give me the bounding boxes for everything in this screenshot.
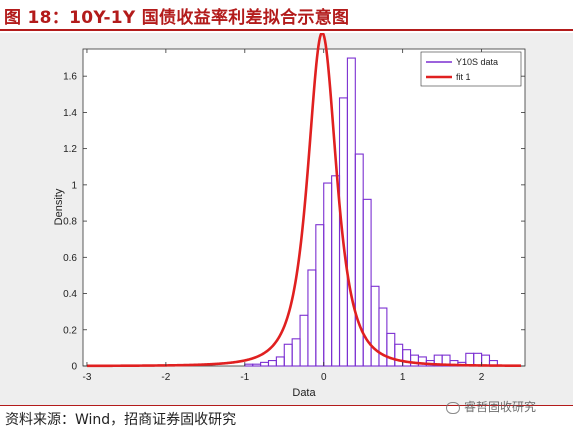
watermark-label: 睿哲固收研究: [464, 400, 537, 414]
wechat-icon: [446, 401, 460, 414]
histogram-bars: [244, 57, 498, 367]
y-tick-label: 0.8: [63, 217, 77, 228]
y-axis-label: Density: [53, 188, 65, 225]
histogram-chart: -3 -2 -1 0 1 2 0 0.2 0.4 0.6 0.8 1 1.2 1.4 1.6 Data De…: [0, 31, 573, 405]
figure-title: 图 18：10Y-1Y 国债收益率利差拟合示意图: [4, 8, 350, 28]
y-tick-label: 0.2: [63, 325, 77, 336]
x-axis-label: Data: [292, 387, 316, 399]
x-tick-label: -3: [82, 372, 91, 383]
y-tick-label: 1.6: [63, 72, 77, 83]
legend-box: [420, 51, 522, 87]
x-tick-label: 2: [479, 372, 485, 383]
y-tick-label: 1.2: [63, 144, 77, 155]
x-tick-label: 1: [400, 372, 406, 383]
legend: Y10S data fit 1: [420, 51, 522, 87]
fit-curve: [86, 31, 522, 368]
x-tick-label: 0: [321, 372, 327, 383]
watermark: 睿哲固收研究: [446, 398, 536, 415]
y-tick-label: 0.6: [63, 253, 77, 264]
x-tick-label: -1: [240, 372, 249, 383]
source-note: 资料来源：Wind，招商证券固收研究: [5, 412, 237, 428]
y-tick-label: 0: [71, 362, 77, 373]
axes: -3 -2 -1 0 1 2 0 0.2 0.4 0.6 0.8 1 1.2 1.4 1.6: [63, 49, 525, 383]
legend-label-histogram: Y10S data: [456, 57, 498, 67]
x-tick-label: -2: [161, 372, 170, 383]
footer-rule: [0, 405, 573, 406]
histogram-bar: [362, 198, 372, 367]
title-rule: [0, 29, 573, 31]
y-tick-label: 1: [71, 180, 77, 191]
y-tick-label: 0.4: [63, 289, 77, 300]
y-tick-label: 1.4: [63, 108, 77, 119]
chart-figure: -3 -2 -1 0 1 2 0 0.2 0.4 0.6 0.8 1 1.2 1.4 1.6 Data De…: [0, 31, 573, 405]
legend-label-fit: fit 1: [456, 72, 471, 82]
